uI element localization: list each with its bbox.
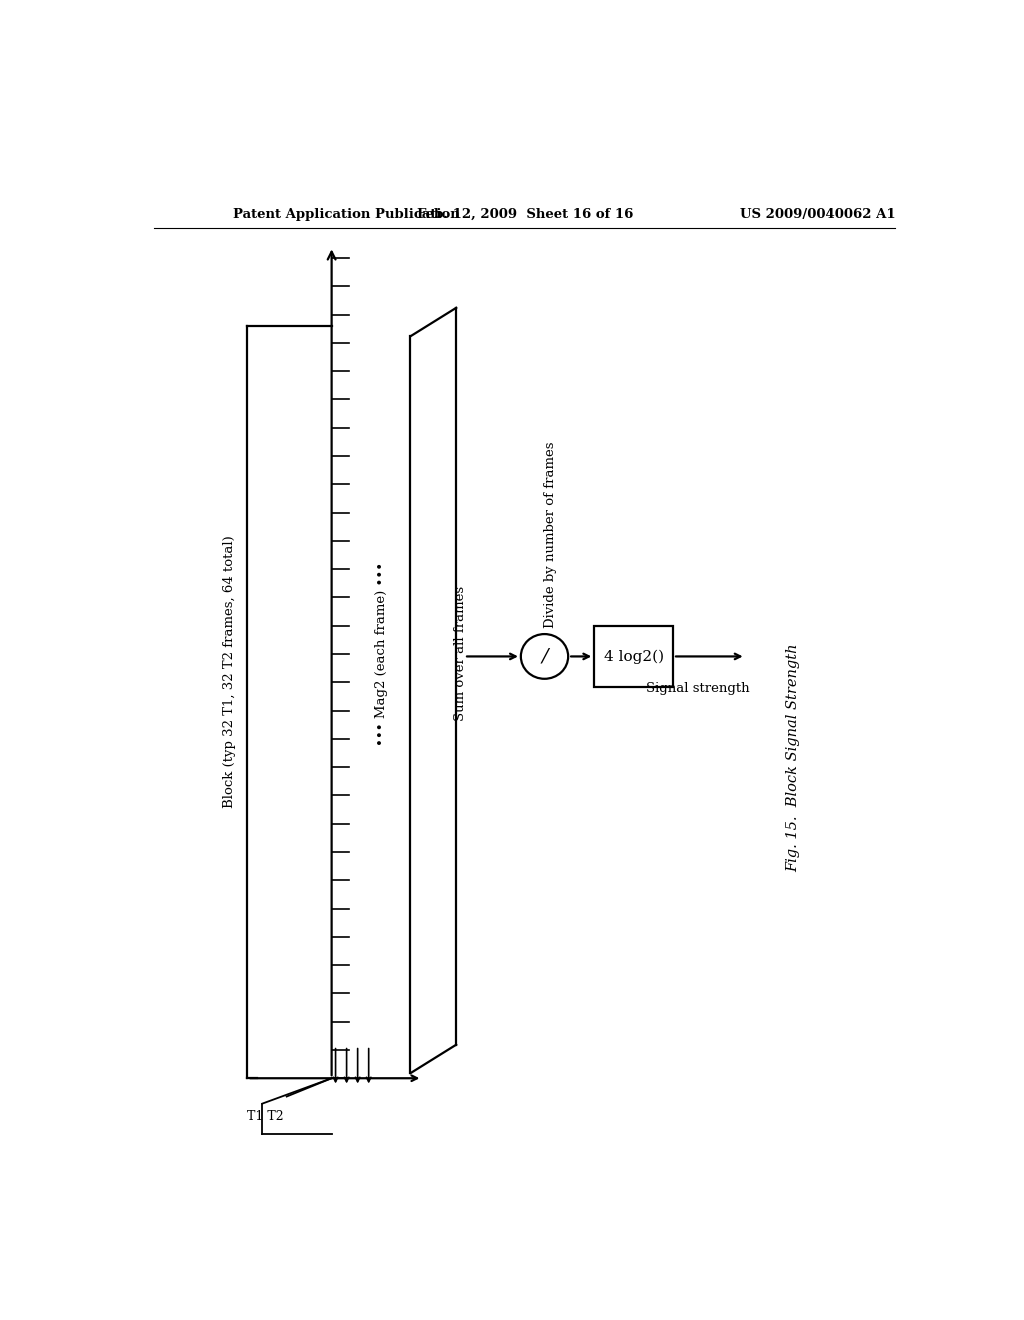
Text: /: / <box>542 647 548 665</box>
Text: Feb. 12, 2009  Sheet 16 of 16: Feb. 12, 2009 Sheet 16 of 16 <box>417 207 633 220</box>
Text: Sum over all frames: Sum over all frames <box>454 586 467 722</box>
Text: Signal strength: Signal strength <box>646 682 750 696</box>
Text: Divide by number of frames: Divide by number of frames <box>545 441 557 628</box>
Text: ••• Mag2 (each frame) •••: ••• Mag2 (each frame) ••• <box>375 562 388 746</box>
Text: Block (typ 32 T1, 32 T2 frames, 64 total): Block (typ 32 T1, 32 T2 frames, 64 total… <box>222 536 236 808</box>
Text: US 2009/0040062 A1: US 2009/0040062 A1 <box>739 207 895 220</box>
Text: 4 log2(): 4 log2() <box>603 649 664 664</box>
Text: Fig. 15.  Block Signal Strength: Fig. 15. Block Signal Strength <box>785 644 800 873</box>
Text: Patent Application Publication: Patent Application Publication <box>233 207 460 220</box>
Bar <box>594 626 673 686</box>
Text: T1 T2: T1 T2 <box>247 1110 284 1123</box>
